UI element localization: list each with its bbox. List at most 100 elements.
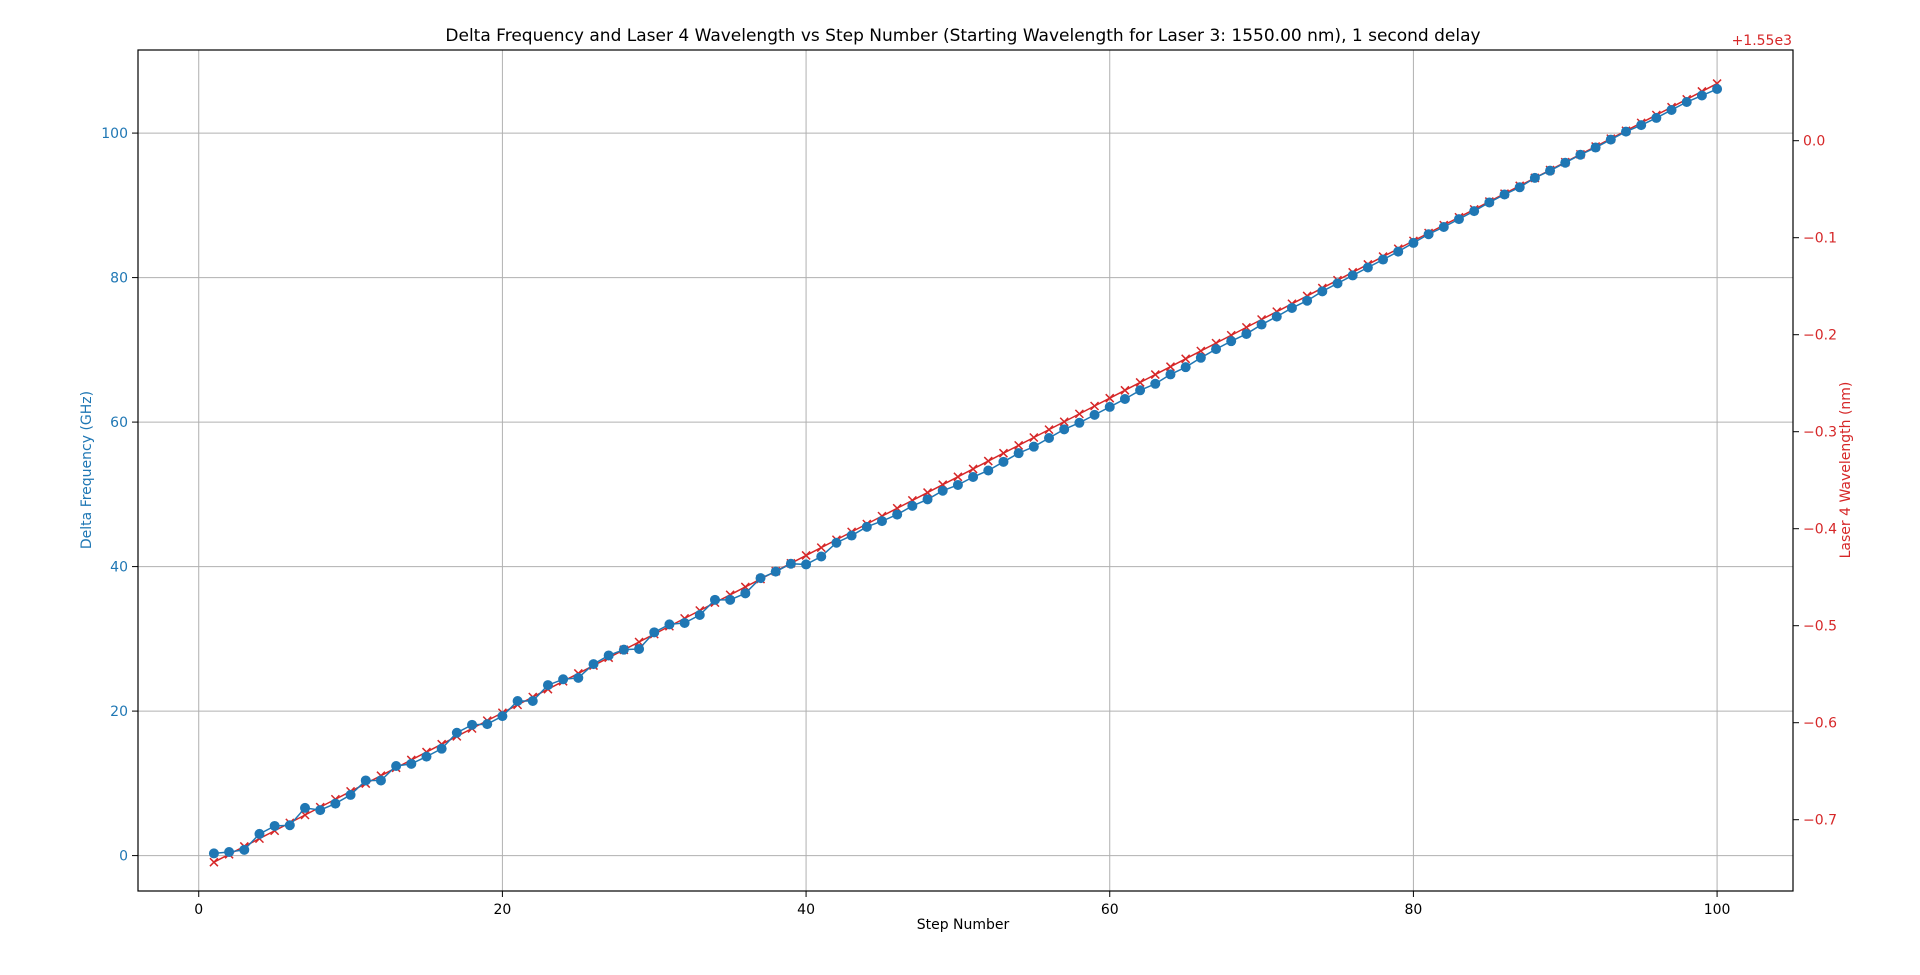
delta-frequency-marker — [436, 743, 447, 754]
laser4-wavelength-marker — [801, 550, 811, 560]
right-y-axis-ticks: −0.7 −0.6 −0.5 −0.4 −0.3 −0.2 −0.1 0.0 — [1793, 134, 1837, 829]
delta-frequency-marker — [1484, 197, 1495, 208]
x-tick-label: 0 — [194, 902, 203, 918]
delta-frequency-marker — [618, 644, 629, 655]
delta-frequency-marker — [1104, 401, 1115, 412]
delta-frequency-marker — [1317, 286, 1328, 297]
delta-frequency-marker — [269, 820, 280, 831]
delta-frequency-marker — [1059, 424, 1070, 435]
delta-frequency-marker — [1332, 278, 1343, 289]
y-tick-label: 0 — [119, 849, 128, 865]
delta-frequency-marker — [1119, 393, 1130, 404]
delta-frequency-marker — [709, 594, 720, 605]
delta-frequency-marker — [755, 573, 766, 584]
delta-frequency-marker — [1605, 134, 1616, 145]
delta-frequency-marker — [892, 509, 903, 520]
delta-frequency-marker — [1620, 126, 1631, 137]
x-axis-ticks: 0 20 40 60 80 100 — [194, 891, 1730, 918]
delta-frequency-marker — [1469, 206, 1480, 217]
delta-frequency-marker — [406, 758, 417, 769]
delta-frequency-marker — [740, 588, 751, 599]
delta-frequency-marker — [482, 719, 493, 730]
delta-frequency-marker — [649, 627, 660, 638]
x-tick-label: 40 — [797, 902, 815, 918]
delta-frequency-marker — [573, 672, 584, 683]
x-axis-label: Step Number — [917, 917, 1010, 933]
delta-frequency-marker — [1681, 97, 1692, 108]
delta-frequency-marker — [588, 659, 599, 670]
delta-frequency-marker — [968, 472, 979, 482]
delta-frequency-marker — [1651, 112, 1662, 123]
laser4-wavelength-line — [213, 82, 1718, 863]
laser4-wavelength-marker — [1029, 432, 1039, 443]
y2-tick-label: −0.1 — [1803, 231, 1837, 247]
laser4-wavelength-marker — [1014, 440, 1024, 450]
delta-frequency-marker — [451, 727, 462, 738]
delta-frequency-marker — [679, 617, 690, 628]
delta-frequency-marker — [801, 559, 812, 570]
laser4-wavelength-marker — [1059, 417, 1069, 427]
delta-frequency-marker — [1256, 319, 1267, 330]
delta-frequency-marker — [1499, 189, 1510, 200]
delta-frequency-marker — [497, 711, 508, 722]
delta-frequency-marker — [315, 805, 326, 816]
delta-frequency-marker — [300, 802, 311, 813]
delta-frequency-marker — [634, 643, 645, 654]
delta-frequency-marker — [391, 761, 402, 772]
delta-frequency-marker — [1362, 262, 1373, 273]
left-y-axis-label: Delta Frequency (GHz) — [79, 391, 95, 549]
plot-frame — [137, 49, 1794, 892]
laser4-wavelength-marker — [1090, 401, 1100, 411]
delta-frequency-marker — [664, 619, 675, 630]
delta-frequency-marker — [861, 521, 872, 532]
laser4-wavelength-marker — [209, 857, 219, 867]
delta-frequency-marker — [1089, 409, 1100, 420]
delta-frequency-marker — [1453, 214, 1464, 225]
delta-frequency-marker — [1438, 222, 1449, 233]
left-y-axis-ticks: 0 20 40 60 80 100 — [101, 126, 138, 865]
laser4-wavelength-marker — [998, 448, 1008, 458]
laser4-wavelength-marker — [1181, 354, 1191, 364]
delta-frequency-marker — [1241, 328, 1252, 339]
laser4-wavelength-marker — [1150, 370, 1160, 380]
laser4-wavelength-marker — [953, 472, 963, 482]
delta-frequency-marker — [1165, 369, 1176, 380]
delta-frequency-marker — [694, 610, 705, 620]
laser4-wavelength-series — [209, 79, 1722, 867]
delta-frequency-marker — [1666, 104, 1677, 115]
delta-frequency-marker — [603, 650, 614, 661]
delta-frequency-marker — [239, 844, 250, 855]
y-tick-label: 60 — [110, 415, 128, 431]
x-tick-label: 80 — [1404, 902, 1422, 918]
delta-frequency-marker — [375, 775, 386, 786]
delta-frequency-marker — [937, 485, 948, 496]
delta-frequency-marker — [330, 798, 341, 809]
delta-frequency-marker — [527, 695, 538, 706]
delta-frequency-marker — [1044, 432, 1055, 443]
y-tick-label: 40 — [110, 560, 128, 576]
delta-frequency-marker — [542, 680, 553, 691]
grid-lines — [138, 50, 1793, 891]
delta-frequency-marker — [421, 751, 432, 762]
laser4-wavelength-marker — [1165, 362, 1176, 372]
delta-frequency-marker — [467, 719, 478, 730]
delta-frequency-marker — [831, 537, 842, 548]
delta-frequency-marker — [1408, 237, 1419, 248]
delta-frequency-marker — [922, 494, 933, 505]
delta-frequency-marker — [1013, 448, 1024, 459]
y2-tick-label: −0.2 — [1803, 328, 1837, 344]
y2-tick-label: 0.0 — [1803, 134, 1825, 150]
right-y-axis-label: Laser 4 Wavelength (nm) — [1838, 382, 1854, 559]
delta-frequency-marker — [1378, 254, 1389, 265]
delta-frequency-marker — [846, 530, 857, 541]
delta-frequency-marker — [1180, 362, 1191, 373]
y2-tick-label: −0.4 — [1803, 522, 1837, 538]
delta-frequency-marker — [952, 479, 963, 490]
laser4-wavelength-marker — [634, 637, 644, 647]
y-tick-label: 20 — [110, 704, 128, 720]
laser4-wavelength-marker — [816, 543, 826, 553]
laser4-wavelength-marker — [1120, 385, 1130, 395]
delta-frequency-marker — [1271, 311, 1282, 322]
delta-frequency-marker — [1575, 149, 1586, 160]
